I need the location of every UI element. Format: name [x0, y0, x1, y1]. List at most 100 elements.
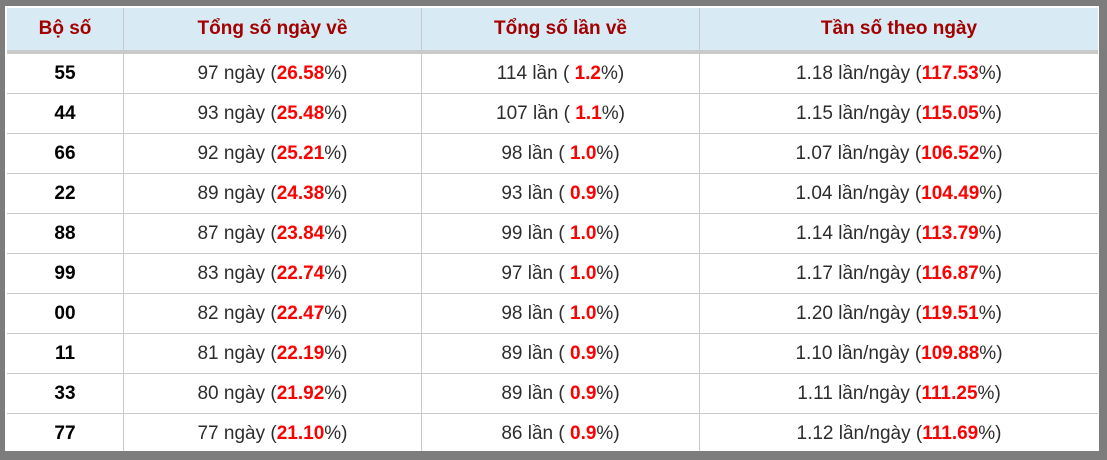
times-percent: 1.0 — [570, 262, 597, 284]
frequency-percent: 111.69 — [922, 422, 979, 444]
table-row: 66 92 ngày (25.21%) 98 lần ( 1.0%) 1.07 lần… — [7, 133, 1098, 174]
total-days-cell: 89 ngày (24.38%) — [123, 173, 422, 214]
frequency-percent: 104.49 — [921, 182, 980, 204]
days-text: 80 ngày ( — [197, 382, 277, 404]
pair-cell: 00 — [7, 293, 124, 334]
days-percent: 21.92 — [276, 382, 325, 404]
column-header-total-days: Tổng số ngày về — [123, 8, 422, 54]
frequency-cell: 1.17 lần/ngày (116.87%) — [699, 253, 1098, 294]
total-days-cell: 77 ngày (21.10%) — [123, 413, 422, 451]
frequency-text: 1.11 lần/ngày ( — [797, 382, 922, 404]
days-text: 87 ngày ( — [197, 222, 277, 244]
frequency-text-close: %) — [978, 302, 1002, 324]
times-text-close: %) — [596, 382, 620, 404]
table-row: 77 77 ngày (21.10%) 86 lần ( 0.9%) 1.12 lần… — [7, 413, 1098, 451]
pair-cell: 88 — [7, 213, 124, 254]
total-days-cell: 81 ngày (22.19%) — [123, 333, 422, 374]
frequency-text: 1.14 lần/ngày ( — [795, 222, 922, 244]
times-text-close: %) — [596, 222, 620, 244]
frequency-cell: 1.04 lần/ngày (104.49%) — [699, 173, 1098, 214]
days-text-close: %) — [324, 182, 348, 204]
pair-cell: 33 — [7, 373, 124, 414]
column-header-frequency: Tần số theo ngày — [699, 8, 1098, 54]
frequency-text-close: %) — [978, 222, 1002, 244]
days-text-close: %) — [324, 342, 348, 364]
total-times-cell: 107 lần ( 1.1%) — [421, 93, 700, 134]
total-times-cell: 98 lần ( 1.0%) — [421, 293, 700, 334]
pair-cell: 77 — [7, 413, 124, 451]
frequency-text: 1.04 lần/ngày ( — [795, 182, 922, 204]
times-text-close: %) — [596, 302, 620, 324]
days-text: 77 ngày ( — [197, 422, 277, 444]
times-text: 86 lần ( — [501, 422, 570, 444]
days-percent: 23.84 — [276, 222, 325, 244]
frequency-percent: 111.25 — [921, 382, 978, 404]
total-days-cell: 87 ngày (23.84%) — [123, 213, 422, 254]
times-percent: 0.9 — [570, 182, 597, 204]
days-text: 92 ngày ( — [197, 142, 277, 164]
days-percent: 22.74 — [276, 262, 325, 284]
total-days-cell: 83 ngày (22.74%) — [123, 253, 422, 294]
times-text: 98 lần ( — [501, 142, 570, 164]
pair-cell: 55 — [7, 52, 124, 94]
frequency-cell: 1.10 lần/ngày (109.88%) — [699, 333, 1098, 374]
frequency-percent: 116.87 — [921, 262, 979, 284]
frequency-cell: 1.18 lần/ngày (117.53%) — [699, 52, 1098, 94]
times-text-close: %) — [596, 142, 620, 164]
times-text: 93 lần ( — [501, 182, 570, 204]
days-percent: 25.48 — [276, 102, 325, 124]
total-days-cell: 92 ngày (25.21%) — [123, 133, 422, 174]
days-text: 89 ngày ( — [197, 182, 277, 204]
table-row: 00 82 ngày (22.47%) 98 lần ( 1.0%) 1.20 lần… — [7, 293, 1098, 334]
total-times-cell: 99 lần ( 1.0%) — [421, 213, 700, 254]
frequency-percent: 106.52 — [921, 142, 980, 164]
total-times-cell: 86 lần ( 0.9%) — [421, 413, 700, 451]
total-times-cell: 89 lần ( 0.9%) — [421, 373, 700, 414]
days-percent: 22.47 — [276, 302, 325, 324]
frequency-text: 1.20 lần/ngày ( — [795, 302, 922, 324]
times-percent: 1.0 — [570, 222, 597, 244]
times-text-close: %) — [601, 102, 625, 124]
total-times-cell: 89 lần ( 0.9%) — [421, 333, 700, 374]
times-percent: 1.0 — [570, 142, 597, 164]
times-text-close: %) — [601, 62, 625, 84]
table-row: 11 81 ngày (22.19%) 89 lần ( 0.9%) 1.10 lần… — [7, 333, 1098, 374]
times-text: 107 lần ( — [496, 102, 576, 124]
frequency-cell: 1.11 lần/ngày (111.25%) — [699, 373, 1098, 414]
frequency-percent: 109.88 — [921, 342, 980, 364]
table-row: 33 80 ngày (21.92%) 89 lần ( 0.9%) 1.11 lần… — [7, 373, 1098, 414]
times-text: 99 lần ( — [501, 222, 570, 244]
frequency-text: 1.18 lần/ngày ( — [795, 62, 922, 84]
frequency-cell: 1.15 lần/ngày (115.05%) — [699, 93, 1098, 134]
column-header-pair: Bộ số — [7, 8, 124, 54]
days-text: 97 ngày ( — [197, 62, 277, 84]
frequency-cell: 1.07 lần/ngày (106.52%) — [699, 133, 1098, 174]
pair-statistics-table: Bộ số Tổng số ngày về Tổng số lần về Tần… — [7, 8, 1098, 451]
days-percent: 26.58 — [276, 62, 325, 84]
days-percent: 21.10 — [276, 422, 325, 444]
table-row: 55 97 ngày (26.58%) 114 lần ( 1.2%) 1.18 lầ… — [7, 52, 1098, 94]
times-text: 89 lần ( — [501, 382, 570, 404]
days-text: 81 ngày ( — [197, 342, 277, 364]
frequency-cell: 1.14 lần/ngày (113.79%) — [699, 213, 1098, 254]
times-text-close: %) — [596, 262, 620, 284]
frequency-text-close: %) — [977, 382, 1001, 404]
days-text-close: %) — [324, 222, 348, 244]
times-percent: 0.9 — [570, 342, 597, 364]
frequency-text: 1.07 lần/ngày ( — [795, 142, 922, 164]
days-text-close: %) — [324, 262, 348, 284]
frequency-percent: 115.05 — [921, 102, 979, 124]
pair-cell: 66 — [7, 133, 124, 174]
frequency-cell: 1.12 lần/ngày (111.69%) — [699, 413, 1098, 451]
frequency-text-close: %) — [978, 102, 1002, 124]
pair-cell: 99 — [7, 253, 124, 294]
frequency-text-close: %) — [978, 422, 1002, 444]
times-text: 89 lần ( — [501, 342, 570, 364]
times-text-close: %) — [596, 182, 620, 204]
frequency-text: 1.10 lần/ngày ( — [795, 342, 922, 364]
times-percent: 0.9 — [570, 382, 597, 404]
days-text-close: %) — [324, 302, 348, 324]
frequency-text-close: %) — [979, 342, 1003, 364]
days-percent: 22.19 — [276, 342, 325, 364]
